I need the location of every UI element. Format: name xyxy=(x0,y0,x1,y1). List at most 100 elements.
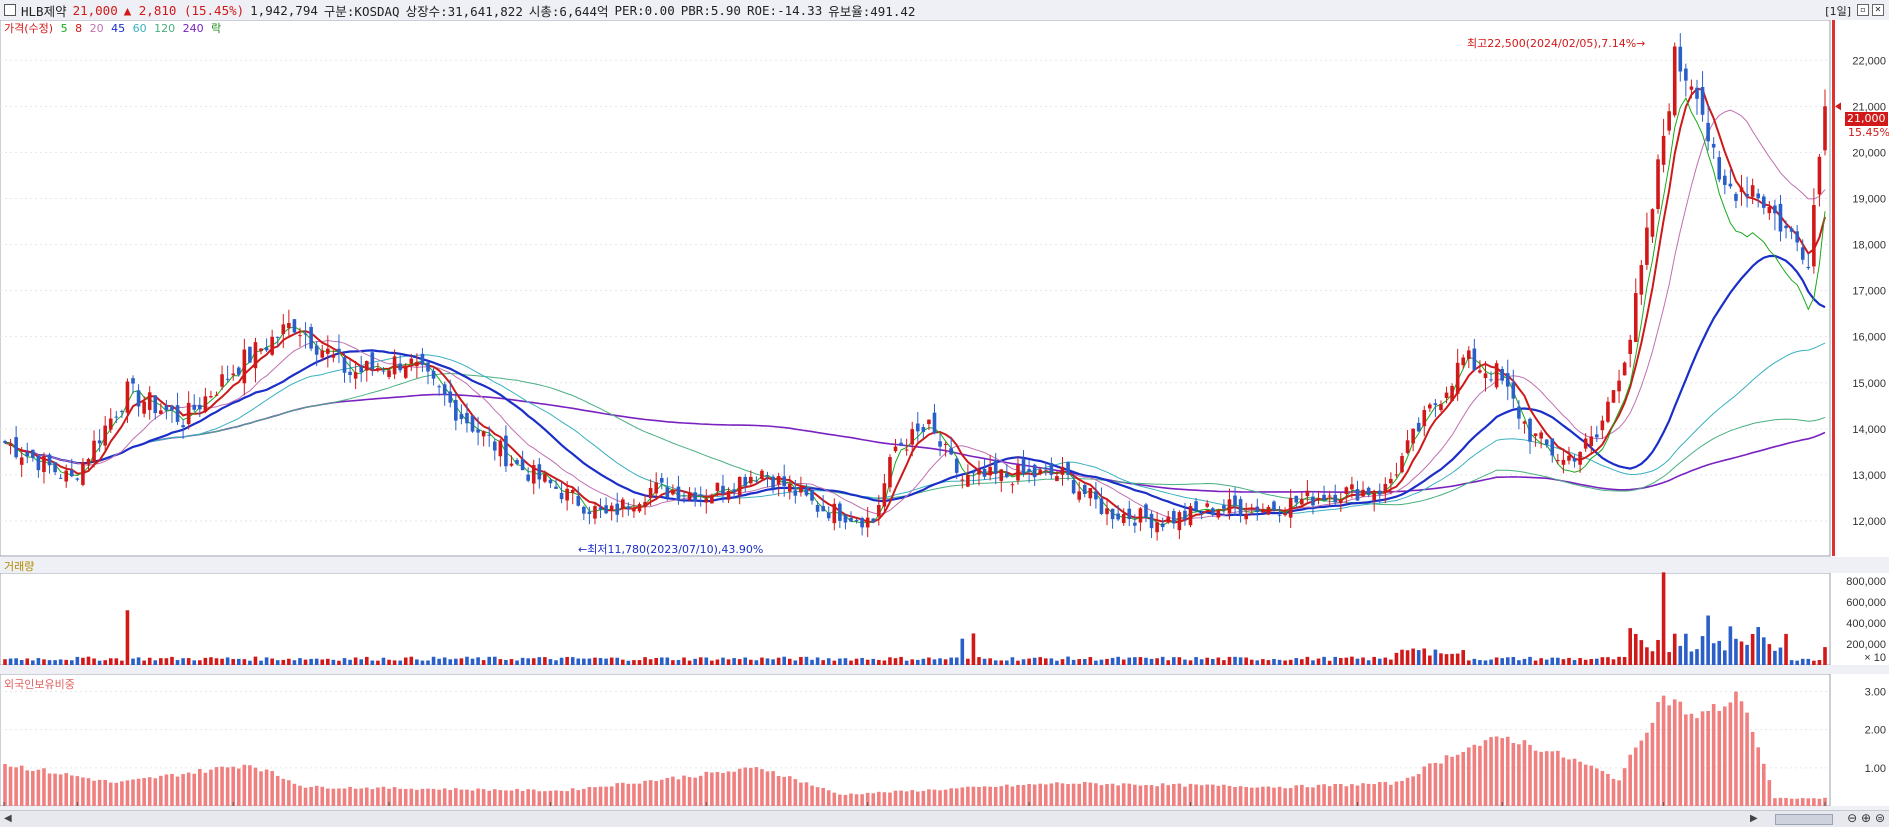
candle-body xyxy=(1361,489,1365,497)
volume-bar xyxy=(609,657,614,665)
foreign-panel-label[interactable]: 외국인보유비중 xyxy=(4,678,75,691)
volume-bar xyxy=(19,659,24,665)
foreign-bar xyxy=(743,767,748,806)
volume-bar xyxy=(954,657,959,665)
scroll-thumb[interactable] xyxy=(1775,814,1833,825)
foreign-bar xyxy=(64,773,69,806)
candle-body xyxy=(142,401,146,414)
volume-bar xyxy=(1511,656,1516,665)
foreign-bar xyxy=(470,790,475,806)
candle-body xyxy=(793,490,798,496)
listed-shares: 상장수:31,641,822 xyxy=(405,3,523,19)
chart-checkbox[interactable] xyxy=(4,4,16,16)
volume-bar xyxy=(515,660,519,665)
candle-body xyxy=(1121,513,1126,524)
legend-ma5[interactable]: 5 xyxy=(60,22,68,35)
volume-bar xyxy=(1556,657,1560,665)
candle-body xyxy=(1739,187,1744,192)
period-selector[interactable]: [1일] xyxy=(1825,5,1851,18)
volume-bar xyxy=(1322,656,1326,665)
candle-body xyxy=(292,319,297,333)
price-tick-label: 16,000 xyxy=(1852,332,1886,344)
candle-body xyxy=(476,429,480,433)
legend-price[interactable]: 가격(수정) xyxy=(4,22,54,35)
volume-bar xyxy=(1639,640,1644,665)
candle-body xyxy=(1266,506,1271,515)
price-tick-label: 18,000 xyxy=(1852,240,1886,252)
volume-bar xyxy=(1505,657,1510,665)
volume-bar xyxy=(1005,660,1009,665)
candle-body xyxy=(175,405,180,422)
foreign-bar xyxy=(888,792,892,806)
volume-bar xyxy=(1633,633,1638,665)
volume-bar xyxy=(415,659,419,665)
volume-bar xyxy=(698,657,703,665)
foreign-bar xyxy=(626,783,631,806)
volume-bar xyxy=(442,657,447,665)
candle-body xyxy=(1583,438,1588,449)
legend-ex-rights[interactable]: 락 xyxy=(211,22,222,35)
candle-body xyxy=(810,490,814,501)
legend-ma20[interactable]: 20 xyxy=(89,22,104,35)
scroll-left-arrow[interactable]: ◀ xyxy=(4,813,12,824)
roe-value: ROE:-14.33 xyxy=(746,2,823,18)
volume-bar xyxy=(615,657,620,665)
candle-body xyxy=(1372,492,1376,501)
foreign-bar xyxy=(292,783,297,806)
zoom-in-icon[interactable]: ⊕ xyxy=(1861,811,1872,825)
date-tick-label: 10 xyxy=(1031,809,1043,810)
foreign-bar xyxy=(849,793,853,806)
legend-ma45[interactable]: 45 xyxy=(111,22,126,35)
volume-bar xyxy=(437,658,441,665)
date-tick-label: 04 xyxy=(79,809,91,810)
volume-bar xyxy=(392,660,397,665)
volume-bar xyxy=(120,660,124,665)
candle-body xyxy=(938,441,942,447)
foreign-bar xyxy=(1082,781,1087,806)
volume-bar xyxy=(509,659,514,665)
foreign-bar xyxy=(554,790,558,806)
volume-bar xyxy=(1756,627,1761,665)
volume-bar xyxy=(760,657,764,665)
foreign-bar xyxy=(309,786,313,806)
volume-bar xyxy=(1121,659,1126,665)
volume-panel-label[interactable]: 거래량 xyxy=(4,560,35,573)
stock-chart[interactable]: 22,000 21,000 20,000 19,000 18,000 17,000 16,0… xyxy=(0,20,1889,810)
candle-body xyxy=(1567,455,1571,461)
foreign-bar xyxy=(1795,798,1799,806)
candle-body xyxy=(97,440,102,444)
foreign-bar xyxy=(1661,695,1666,806)
volume-bar xyxy=(214,658,219,665)
candle-body xyxy=(1244,513,1248,520)
volume-bar xyxy=(81,657,85,665)
foreign-bar xyxy=(593,787,597,806)
volume-bar xyxy=(186,658,191,665)
foreign-bar xyxy=(125,780,130,806)
foreign-bar xyxy=(1628,754,1632,806)
legend-ma60[interactable]: 60 xyxy=(132,22,147,35)
foreign-bar xyxy=(1606,773,1610,806)
candle-body xyxy=(832,503,837,524)
candle-body xyxy=(1416,422,1421,432)
legend-ma8[interactable]: 8 xyxy=(75,22,83,35)
zoom-out-icon[interactable]: ⊖ xyxy=(1847,811,1858,825)
volume-bar xyxy=(220,658,224,665)
foreign-bar xyxy=(69,775,74,806)
volume-bar xyxy=(136,657,141,665)
chart-scrollbar[interactable]: ◀ ▶ ⊖ ⊕ ⊜ xyxy=(0,810,1889,827)
restore-icon[interactable]: ▫ xyxy=(1857,4,1869,16)
legend-ma240[interactable]: 240 xyxy=(182,22,204,35)
scroll-right-arrow[interactable]: ▶ xyxy=(1750,813,1758,824)
volume-bar xyxy=(1177,657,1182,665)
stock-name[interactable]: HLB제약 xyxy=(21,3,67,19)
foreign-bar xyxy=(1450,756,1454,806)
legend-ma120[interactable]: 120 xyxy=(154,22,176,35)
close-icon[interactable]: ✕ xyxy=(1872,4,1884,16)
volume-bar xyxy=(8,658,13,665)
candle-body xyxy=(910,429,915,445)
volume-bar xyxy=(626,660,631,665)
volume-bar xyxy=(298,658,302,665)
zoom-reset-icon[interactable]: ⊜ xyxy=(1874,811,1885,825)
volume-bar xyxy=(1628,628,1632,665)
foreign-bar xyxy=(1422,766,1427,806)
